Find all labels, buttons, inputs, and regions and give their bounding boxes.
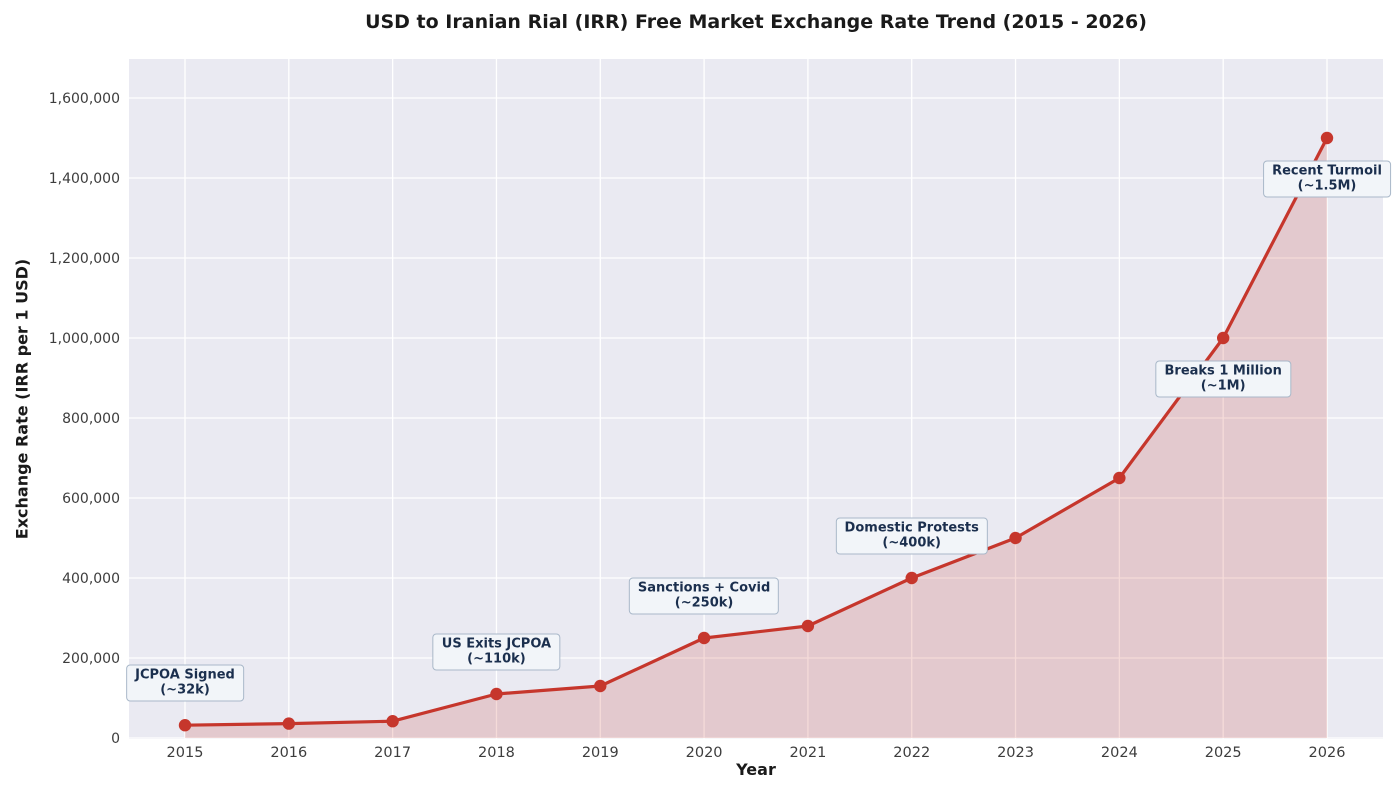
y-tick-label: 200,000 xyxy=(62,651,120,667)
y-tick-label: 800,000 xyxy=(62,411,120,427)
data-point-2022 xyxy=(905,571,918,585)
x-tick-label: 2020 xyxy=(686,745,723,761)
x-tick-label: 2024 xyxy=(1101,745,1138,761)
x-tick-label: 2018 xyxy=(478,745,515,761)
data-point-2020 xyxy=(697,631,711,645)
data-point-2019 xyxy=(594,679,607,693)
x-tick-label: 2015 xyxy=(167,745,204,761)
data-point-2016 xyxy=(282,717,296,730)
y-tick-label: 1,200,000 xyxy=(49,251,120,267)
y-tick-label: 1,400,000 xyxy=(49,171,120,187)
y-tick-label: 600,000 xyxy=(62,491,120,507)
data-point-2024 xyxy=(1113,471,1126,485)
data-point-2018 xyxy=(490,687,503,701)
y-tick-label: 0 xyxy=(111,731,120,747)
x-tick-label: 2017 xyxy=(374,745,411,761)
x-axis-label: Year xyxy=(736,760,776,779)
x-tick-label: 2025 xyxy=(1205,745,1242,761)
y-tick-label: 1,000,000 xyxy=(49,331,120,347)
data-point-2015 xyxy=(178,719,192,732)
x-tick-label: 2026 xyxy=(1309,745,1346,761)
x-tick-label: 2023 xyxy=(997,745,1034,761)
data-point-2026 xyxy=(1320,131,1334,145)
x-tick-label: 2016 xyxy=(270,745,307,761)
x-tick-label: 2019 xyxy=(582,745,619,761)
data-point-2023 xyxy=(1009,531,1022,545)
plot-area xyxy=(129,59,1383,739)
x-tick-label: 2022 xyxy=(893,745,930,761)
x-tick-label: 2021 xyxy=(789,745,826,761)
y-axis-label: Exchange Rate (IRR per 1 USD) xyxy=(12,258,32,540)
data-point-2017 xyxy=(386,715,399,728)
y-tick-label: 400,000 xyxy=(62,571,120,587)
data-point-2025 xyxy=(1216,331,1230,345)
data-point-2021 xyxy=(801,619,815,633)
area-fill xyxy=(185,138,1327,738)
chart-title: USD to Iranian Rial (IRR) Free Market Ex… xyxy=(365,11,1147,33)
trend-line xyxy=(183,136,1329,727)
y-tick-label: 1,600,000 xyxy=(49,91,120,107)
